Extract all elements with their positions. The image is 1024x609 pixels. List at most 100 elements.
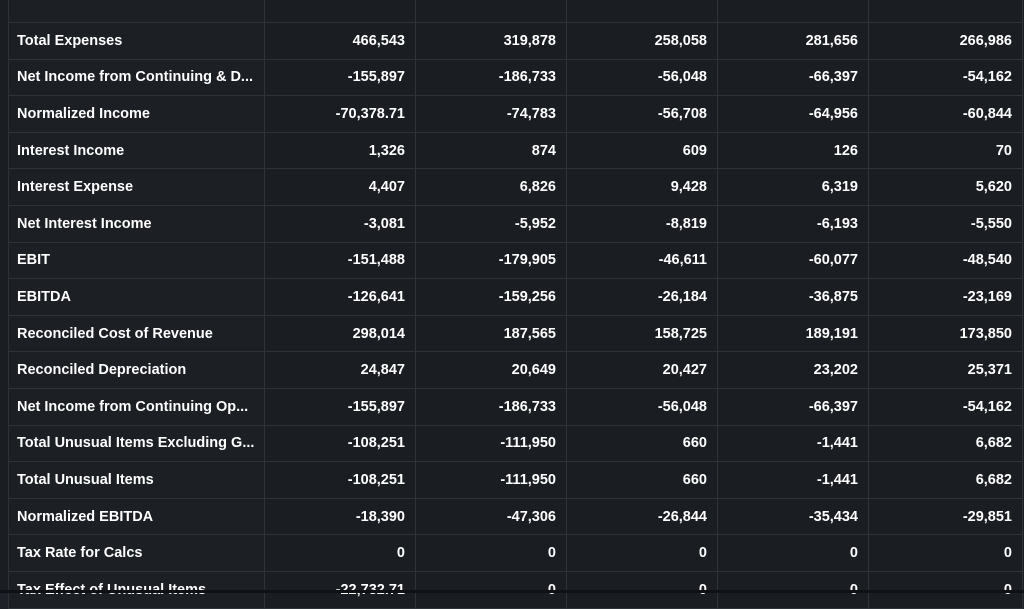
row-label [8,0,265,23]
value-cell: -108,251 [264,424,416,463]
value-cell: -111,950 [415,424,567,463]
value-cell: -126,641 [264,278,416,316]
value-cell: 25,371 [868,351,1023,389]
value-cell: -64,956 [717,95,869,133]
value-cell: 173,850 [868,314,1023,353]
value-cell: -1,441 [717,424,869,463]
value-cell: 609 [566,131,718,170]
value-cell: -5,952 [415,204,567,243]
value-cell: -5,550 [868,204,1023,243]
value-cell: 298,014 [264,314,416,353]
value-cell: -186,733 [415,387,567,426]
value-cell: -111,950 [415,461,567,499]
value-cell: -56,048 [566,58,718,97]
value-cell: 23,202 [717,351,869,389]
value-cell: 319,878 [415,22,567,60]
value-cell: 4,407 [264,168,416,206]
value-cell: 189,191 [717,314,869,353]
row-label: Total Expenses [8,22,265,60]
row-label: Interest Expense [8,168,265,206]
value-cell: 5,620 [868,168,1023,206]
value-cell: 6,682 [868,461,1023,499]
table-row: Interest Expense 4,407 6,826 9,428 6,319 5,62… [8,168,1023,206]
value-cell [717,0,869,23]
value-cell: 9,428 [566,168,718,206]
table-row: Net Income from Continuing & D... -155,89… [8,58,1023,97]
value-cell: -18,390 [264,497,416,536]
value-cell: 266,986 [868,22,1023,60]
row-label: Net Interest Income [8,204,265,243]
value-cell: -26,184 [566,278,718,316]
row-label: Net Income from Continuing & D... [8,58,265,97]
value-cell: -23,169 [868,278,1023,316]
row-label: EBIT [8,241,265,280]
value-cell [264,0,416,23]
value-cell: -186,733 [415,58,567,97]
value-cell: -1,441 [717,461,869,499]
value-cell: -155,897 [264,387,416,426]
value-cell [415,0,567,23]
value-cell: -26,844 [566,497,718,536]
table-row: Net Interest Income -3,081 -5,952 -8,819 -6,… [8,204,1023,243]
value-cell: -48,540 [868,241,1023,280]
value-cell: 158,725 [566,314,718,353]
row-label: Interest Income [8,131,265,170]
value-cell: 24,847 [264,351,416,389]
value-cell: 6,682 [868,424,1023,463]
value-cell: -8,819 [566,204,718,243]
value-cell: 660 [566,424,718,463]
value-cell [566,0,718,23]
row-label: Net Income from Continuing Op... [8,387,265,426]
value-cell: -29,851 [868,497,1023,536]
value-cell: -54,162 [868,58,1023,97]
value-cell: 70 [868,131,1023,170]
value-cell: 0 [415,534,567,572]
value-cell: -36,875 [717,278,869,316]
value-cell: 281,656 [717,22,869,60]
value-cell: 20,649 [415,351,567,389]
table-row: Total Unusual Items Excluding G... -108,2… [8,424,1023,463]
value-cell: 0 [566,534,718,572]
value-cell: -60,844 [868,95,1023,133]
table-row: Tax Rate for Calcs 0 0 0 0 0 [8,534,1023,572]
value-cell: -56,708 [566,95,718,133]
row-label: Normalized Income [8,95,265,133]
value-cell: -151,488 [264,241,416,280]
value-cell: 6,826 [415,168,567,206]
value-cell: -46,611 [566,241,718,280]
value-cell: -60,077 [717,241,869,280]
value-cell: -159,256 [415,278,567,316]
value-cell: 258,058 [566,22,718,60]
value-cell: 0 [717,534,869,572]
value-cell: -66,397 [717,58,869,97]
value-cell: -179,905 [415,241,567,280]
value-cell: 660 [566,461,718,499]
value-cell: -56,048 [566,387,718,426]
row-label: Normalized EBITDA [8,497,265,536]
value-cell: -108,251 [264,461,416,499]
value-cell: -35,434 [717,497,869,536]
value-cell: 1,326 [264,131,416,170]
bottom-border [0,590,1024,593]
table-row: Normalized Income -70,378.71 -74,783 -56,70… [8,95,1023,133]
value-cell: -74,783 [415,95,567,133]
value-cell: 126 [717,131,869,170]
value-cell: -3,081 [264,204,416,243]
value-cell: -70,378.71 [264,95,416,133]
value-cell: 0 [264,534,416,572]
row-label: Total Unusual Items Excluding G... [8,424,265,463]
value-cell: 20,427 [566,351,718,389]
table-row: EBIT -151,488 -179,905 -46,611 -60,077 -48,54… [8,241,1023,280]
row-label: Reconciled Cost of Revenue [8,314,265,353]
row-label: EBITDA [8,278,265,316]
value-cell: -47,306 [415,497,567,536]
table-row: Total Expenses 466,543 319,878 258,058 281,6… [8,22,1023,60]
table-row: Reconciled Cost of Revenue 298,014 187,565… [8,314,1023,353]
financials-table-body: Total Expenses 466,543 319,878 258,058 281,6… [8,0,1023,609]
financials-table: Total Expenses 466,543 319,878 258,058 281,6… [8,0,1023,609]
table-row: Interest Income 1,326 874 609 126 70 [8,131,1023,170]
value-cell: -155,897 [264,58,416,97]
table-row: Total Unusual Items -108,251 -111,950 660 -1… [8,461,1023,499]
row-label: Tax Rate for Calcs [8,534,265,572]
